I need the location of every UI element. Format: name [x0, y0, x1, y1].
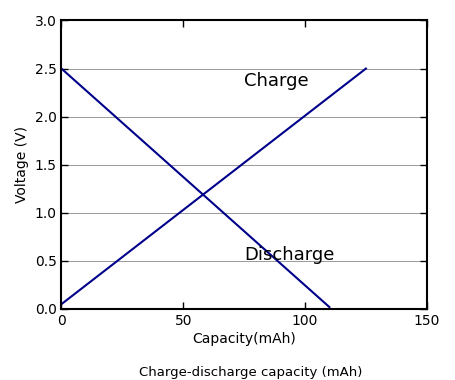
- Text: Charge: Charge: [244, 72, 309, 90]
- Text: Charge-discharge capacity (mAh): Charge-discharge capacity (mAh): [139, 366, 362, 379]
- X-axis label: Capacity(mAh): Capacity(mAh): [192, 332, 296, 346]
- Y-axis label: Voltage (V): Voltage (V): [15, 126, 29, 203]
- Text: Discharge: Discharge: [244, 247, 334, 264]
